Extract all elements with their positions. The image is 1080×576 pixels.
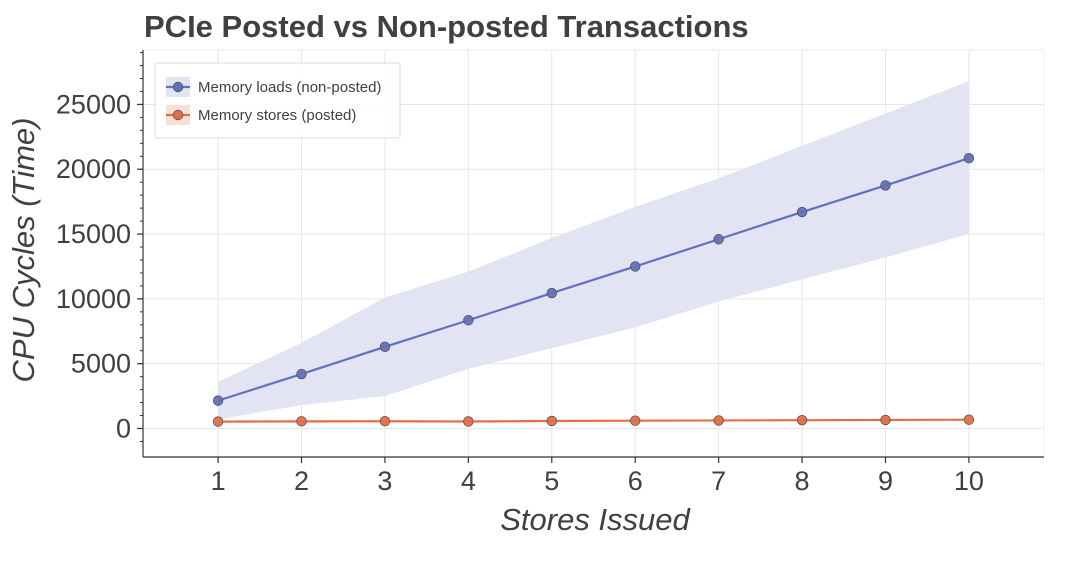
x-tick-label: 8 bbox=[795, 466, 810, 496]
tick-labels: 1 2 3 4 5 6 7 8 9 10 0 5000 10000 15000 20000 25000 bbox=[56, 89, 984, 496]
point-series-1 bbox=[880, 180, 891, 191]
point-series-2 bbox=[963, 414, 975, 425]
point-series-2 bbox=[630, 415, 641, 426]
x-axis-label: Stores Issued bbox=[500, 502, 691, 537]
point-series-1 bbox=[212, 395, 224, 406]
x-tick-label: 1 bbox=[211, 466, 226, 496]
point-series-1 bbox=[379, 341, 391, 353]
line-series-2 bbox=[218, 418, 969, 423]
chart-title: PCIe Posted vs Non-posted Transactions bbox=[144, 9, 749, 44]
point-series-2 bbox=[880, 414, 891, 426]
x-tick-label: 10 bbox=[954, 466, 984, 496]
y-tick-label: 20000 bbox=[56, 154, 131, 184]
line-series-1 bbox=[217, 157, 970, 402]
y-axis-label: CPU Cycles (Time) bbox=[6, 118, 41, 383]
point-series-1 bbox=[630, 261, 641, 272]
x-tick-label: 5 bbox=[544, 466, 559, 496]
series-lines bbox=[212, 153, 975, 427]
point-series-1 bbox=[296, 368, 307, 380]
point-series-2 bbox=[796, 414, 808, 426]
legend: Memory loads (non-posted) Memory stores (… bbox=[154, 62, 401, 139]
x-tick-label: 9 bbox=[878, 466, 893, 496]
legend-label: Memory stores (posted) bbox=[198, 107, 356, 124]
x-tick-label: 4 bbox=[461, 466, 476, 496]
point-series-2 bbox=[713, 415, 724, 426]
legend-marker bbox=[172, 109, 184, 121]
point-series-1 bbox=[963, 153, 975, 164]
point-series-2 bbox=[212, 416, 224, 427]
point-series-2 bbox=[546, 415, 557, 427]
legend-marker bbox=[172, 81, 184, 93]
axes bbox=[137, 50, 1044, 463]
band-series-1 bbox=[218, 81, 969, 420]
y-tick-label: 0 bbox=[116, 413, 131, 443]
point-series-2 bbox=[379, 416, 391, 427]
point-series-2 bbox=[296, 416, 307, 427]
legend-label: Memory loads (non-posted) bbox=[198, 79, 381, 96]
y-tick-label: 25000 bbox=[56, 89, 131, 119]
point-series-2 bbox=[463, 416, 474, 427]
y-tick-label: 10000 bbox=[56, 284, 131, 314]
y-tick-label: 5000 bbox=[71, 349, 131, 379]
y-tick-label: 15000 bbox=[56, 219, 131, 249]
x-tick-label: 6 bbox=[628, 466, 643, 496]
x-tick-label: 3 bbox=[377, 466, 392, 496]
legend-box bbox=[154, 62, 401, 139]
point-series-1 bbox=[796, 206, 808, 218]
point-series-1 bbox=[463, 315, 474, 326]
x-tick-label: 7 bbox=[711, 466, 726, 496]
point-series-1 bbox=[546, 287, 557, 299]
point-series-1 bbox=[713, 234, 724, 245]
x-tick-label: 2 bbox=[294, 466, 309, 496]
